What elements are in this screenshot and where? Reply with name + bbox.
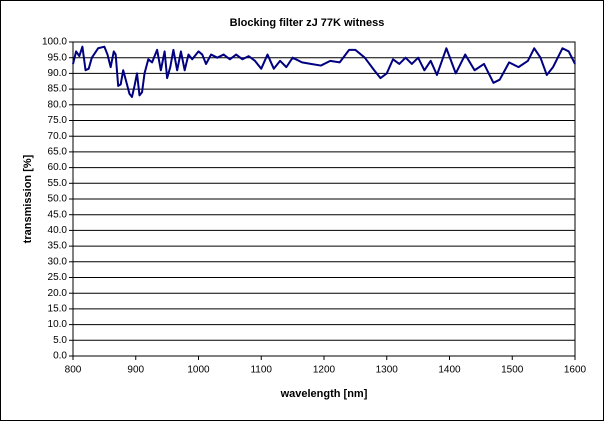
y-tick-label: 0.0 xyxy=(53,351,67,362)
y-tick-label: 5.0 xyxy=(53,335,67,346)
x-tick-label: 800 xyxy=(65,365,82,376)
y-tick-label: 55.0 xyxy=(48,178,68,189)
y-tick-label: 90.0 xyxy=(48,68,68,79)
y-tick-label: 70.0 xyxy=(48,131,68,142)
y-tick-label: 85.0 xyxy=(48,84,68,95)
y-tick-label: 50.0 xyxy=(48,194,68,205)
chart-title: Blocking filter zJ 77K witness xyxy=(230,17,385,29)
x-tick-label: 1100 xyxy=(250,365,272,376)
x-tick-label: 1300 xyxy=(376,365,399,376)
y-tick-label: 40.0 xyxy=(48,225,68,236)
y-tick-label: 75.0 xyxy=(48,115,68,126)
plot-border xyxy=(72,41,576,357)
y-tick-label: 60.0 xyxy=(48,162,68,173)
y-tick-label: 95.0 xyxy=(48,52,68,63)
y-tick-label: 10.0 xyxy=(48,319,68,330)
x-tick-label: 1600 xyxy=(564,365,587,376)
x-tick-label: 1200 xyxy=(313,365,336,376)
y-tick-label: 20.0 xyxy=(48,288,68,299)
data-line xyxy=(72,45,576,98)
y-tick-label: 65.0 xyxy=(48,147,68,158)
y-tick-label: 35.0 xyxy=(48,241,68,252)
x-tick-label: 1500 xyxy=(501,365,524,376)
y-tick-label: 25.0 xyxy=(48,272,68,283)
x-tick-label: 1400 xyxy=(438,365,461,376)
y-tick-label: 30.0 xyxy=(48,256,68,267)
y-tick-label: 45.0 xyxy=(48,209,68,220)
x-tick-label: 900 xyxy=(127,365,144,376)
y-tick-label: 80.0 xyxy=(48,99,68,110)
x-tick-label: 1000 xyxy=(187,365,210,376)
y-tick-label: 100.0 xyxy=(42,37,67,48)
y-tick-label: 15.0 xyxy=(48,304,68,315)
x-axis-label: wavelength [nm] xyxy=(280,388,368,400)
y-axis-label: transmission [%] xyxy=(22,154,34,243)
